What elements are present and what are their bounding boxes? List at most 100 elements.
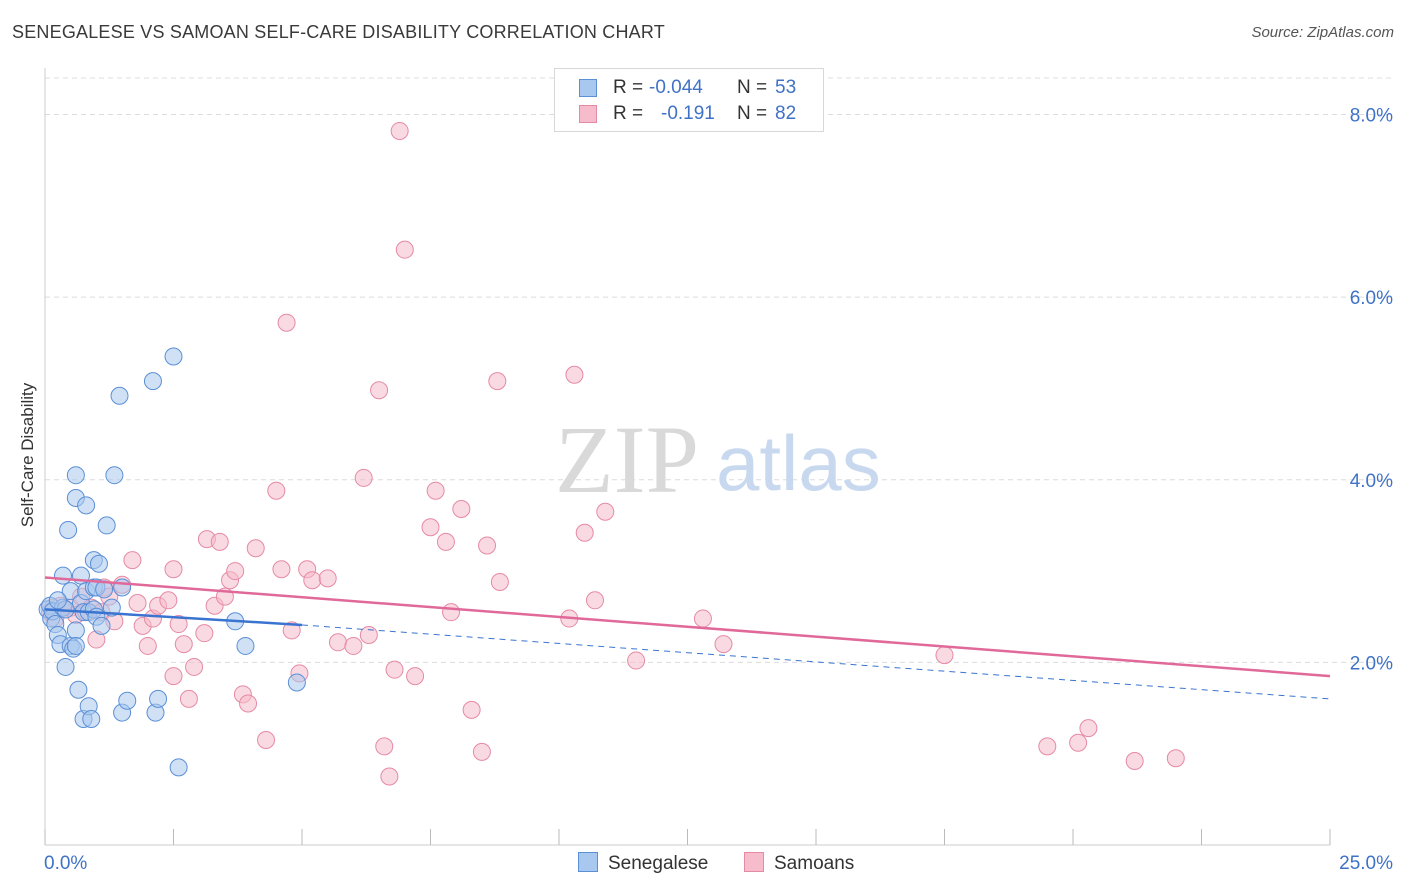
samoans-point (128, 594, 147, 613)
samoans-point (1125, 751, 1144, 770)
watermark-zip: ZIP (555, 406, 699, 513)
senegalese-point (77, 496, 96, 515)
samoans-point (174, 635, 193, 654)
samoans-point (585, 591, 604, 610)
samoans-point (159, 591, 178, 610)
legend-n-label: N = (737, 103, 768, 124)
senegalese-point (164, 347, 183, 366)
senegalese-point (287, 673, 306, 692)
senegalese-point (56, 657, 75, 676)
watermark: ZIP atlas (555, 406, 881, 513)
senegalese-point (149, 689, 168, 708)
samoans-point (169, 615, 188, 634)
axes (44, 68, 1331, 846)
senegalese-point (105, 466, 124, 485)
samoans-point (478, 536, 497, 555)
samoans-point (318, 569, 337, 588)
bottom-legend-swatch-senegalese (578, 852, 598, 872)
legend-n-value: 82 (775, 103, 797, 124)
samoans-point (303, 571, 322, 590)
samoans-point (164, 667, 183, 686)
x-tick-label: 0.0% (44, 853, 87, 874)
senegalese-point (97, 516, 116, 535)
samoans-point (370, 381, 389, 400)
samoans-point (488, 372, 507, 391)
legend-r-value: -0.191 (661, 103, 715, 124)
samoans-point (1069, 733, 1088, 752)
bottom-legend-label-samoans: Samoans (774, 853, 855, 874)
senegalese-point (236, 636, 255, 655)
samoans-point (277, 313, 296, 332)
samoans-point (344, 636, 363, 655)
senegalese-point (92, 616, 111, 635)
samoans-point (354, 468, 373, 487)
legend-n-value: 53 (775, 77, 797, 98)
samoans-point (565, 365, 584, 384)
samoans-point (375, 737, 394, 756)
samoans-point (282, 621, 301, 640)
samoans-point (462, 700, 481, 719)
legend-r-label: R = (613, 103, 644, 124)
senegalese-point (143, 372, 162, 391)
samoans-point (195, 624, 214, 643)
senegalese-point (110, 386, 129, 405)
y-tick-label: 2.0% (1350, 653, 1393, 674)
legend-r-label: R = (613, 77, 644, 98)
y-tick-label: 8.0% (1350, 106, 1393, 127)
senegalese-point (118, 691, 137, 710)
legend-n-label: N = (737, 77, 768, 98)
samoans-point (359, 625, 378, 644)
samoans-point (452, 499, 471, 518)
watermark-atlas: atlas (716, 419, 881, 507)
senegalese-point (169, 758, 188, 777)
y-axis-label: Self-Care Disability (18, 382, 37, 528)
samoans-point (1166, 749, 1185, 768)
samoans-point (226, 562, 245, 581)
senegalese-points (38, 347, 306, 777)
samoans-point (421, 518, 440, 537)
samoans-point (935, 646, 954, 665)
samoans-point (575, 523, 594, 542)
samoans-point (239, 694, 258, 713)
senegalese-point (66, 621, 85, 640)
legend-swatch-senegalese (579, 79, 597, 97)
samoans-point (472, 742, 491, 761)
senegalese-point (53, 566, 72, 585)
bottom-legend-label-senegalese: Senegalese (608, 853, 709, 874)
senegalese-point (69, 680, 88, 699)
samoans-point (426, 481, 445, 500)
samoans-point (328, 633, 347, 652)
samoans-point (164, 560, 183, 579)
senegalese-point (113, 578, 132, 597)
samoans-point (179, 689, 198, 708)
bottom-legend-swatch-samoans (744, 852, 764, 872)
samoans-point (380, 767, 399, 786)
samoans-point (257, 730, 276, 749)
senegalese-point (102, 598, 121, 617)
trend-lines (44, 576, 1331, 700)
samoans-point (390, 121, 409, 140)
y-tick-label: 4.0% (1350, 471, 1393, 492)
samoans-point (1038, 737, 1057, 756)
samoans-point (267, 481, 286, 500)
samoans-point (436, 532, 455, 551)
senegalese-trend-line-extended (301, 624, 1331, 700)
bottom-legend-samoans: Samoans (744, 852, 854, 875)
senegalese-trend-line (44, 608, 303, 627)
grid-lines (45, 77, 1392, 663)
samoans-point (210, 532, 229, 551)
bottom-legend-senegalese: Senegalese (578, 852, 708, 875)
samoans-point (490, 573, 509, 592)
y-tick-label: 6.0% (1350, 288, 1393, 309)
tick-labels: 2.0% 4.0% 6.0% 8.0% 0.0% 25.0% (44, 106, 1393, 874)
samoans-point (138, 636, 157, 655)
samoans-point (442, 603, 461, 622)
senegalese-point (82, 709, 101, 728)
samoans-point (385, 660, 404, 679)
samoans-point (627, 651, 646, 670)
x-tick-label: 25.0% (1339, 853, 1393, 874)
samoans-point (185, 657, 204, 676)
samoans-point (406, 667, 425, 686)
senegalese-point (48, 591, 67, 610)
